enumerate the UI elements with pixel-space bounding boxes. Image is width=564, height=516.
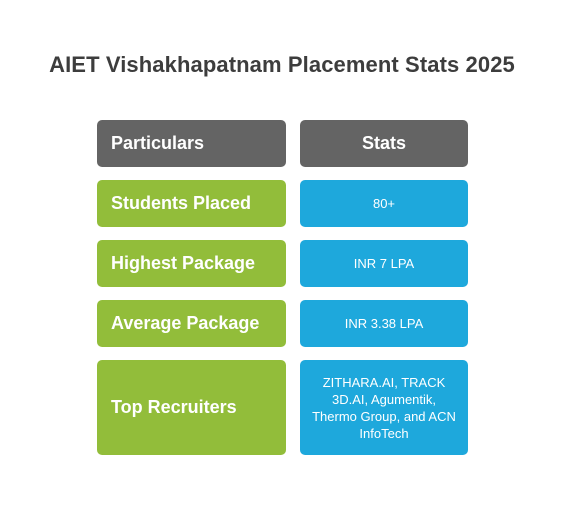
row-label-top-recruiters: Top Recruiters <box>97 360 286 455</box>
column-header-stats: Stats <box>300 120 468 167</box>
row-value-top-recruiters: ZITHARA.AI, TRACK 3D.AI, Agumentik, Ther… <box>300 360 468 455</box>
row-value-students-placed: 80+ <box>300 180 468 227</box>
row-value-average-package: INR 3.38 LPA <box>300 300 468 347</box>
table-row: Top Recruiters ZITHARA.AI, TRACK 3D.AI, … <box>97 360 468 455</box>
row-label-students-placed: Students Placed <box>97 180 286 227</box>
table-header-row: Particulars Stats <box>97 120 468 167</box>
column-header-particulars: Particulars <box>97 120 286 167</box>
row-label-highest-package: Highest Package <box>97 240 286 287</box>
page-title: AIET Vishakhapatnam Placement Stats 2025 <box>49 52 515 77</box>
table-row: Students Placed 80+ <box>97 180 468 227</box>
table-row: Average Package INR 3.38 LPA <box>97 300 468 347</box>
row-label-average-package: Average Package <box>97 300 286 347</box>
table-row: Highest Package INR 7 LPA <box>97 240 468 287</box>
row-value-highest-package: INR 7 LPA <box>300 240 468 287</box>
